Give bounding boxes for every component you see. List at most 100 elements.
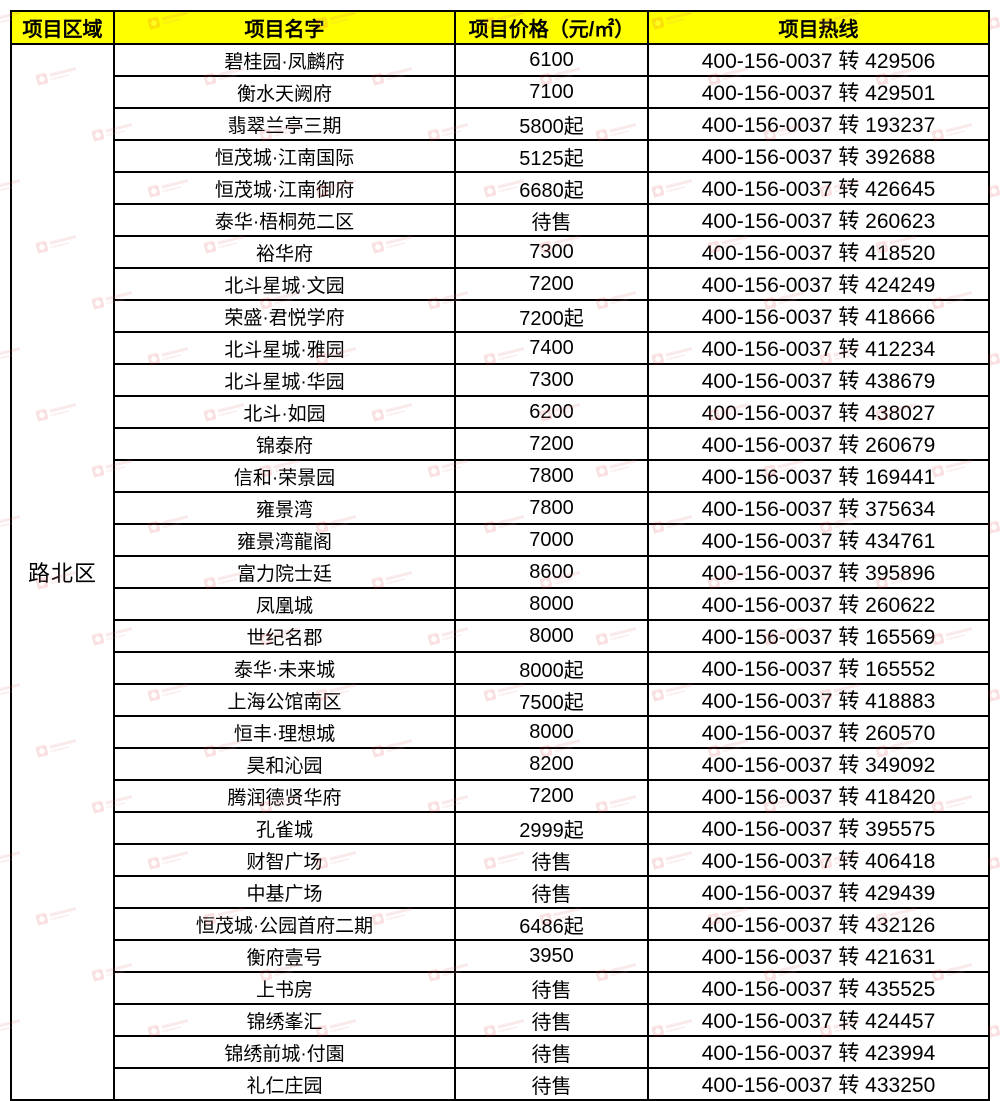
project-name-cell: 上海公馆南区 [113, 683, 456, 717]
project-price-cell: 6200 [454, 395, 649, 429]
project-hotline-cell: 400-156-0037 转 426645 [647, 171, 990, 205]
table-row: 上书房 待售 400-156-0037 转 435525 [11, 971, 990, 1005]
project-name-cell: 恒丰·理想城 [113, 715, 456, 749]
project-price-cell: 待售 [454, 971, 649, 1005]
project-name-cell: 衡水天阙府 [113, 75, 456, 109]
table-row: 礼仁庄园 待售 400-156-0037 转 433250 [11, 1067, 990, 1101]
table-row: 锦绣前城·付園 待售 400-156-0037 转 423994 [11, 1035, 990, 1069]
table-row: 雍景湾 7800 400-156-0037 转 375634 [11, 491, 990, 525]
table-row: 信和·荣景园 7800 400-156-0037 转 169441 [11, 459, 990, 493]
project-name-cell: 翡翠兰亭三期 [113, 107, 456, 141]
project-name-cell: 恒茂城·江南国际 [113, 139, 456, 173]
project-price-cell: 7800 [454, 459, 649, 493]
table-row: 路北区 碧桂园·凤麟府 6100 400-156-0037 转 429506 [10, 43, 990, 1101]
project-name-cell: 恒茂城·公园首府二期 [113, 907, 456, 941]
project-hotline-cell: 400-156-0037 转 165552 [647, 651, 990, 685]
project-price-cell: 3950 [454, 939, 649, 973]
project-hotline-cell: 400-156-0037 转 423994 [647, 1035, 990, 1069]
table-row: 泰华·梧桐苑二区 待售 400-156-0037 转 260623 [11, 203, 990, 237]
price-table-sheet: 项目区域 项目名字 项目价格（元/㎡） 项目热线 路北区 碧桂园·凤麟府 6100… [10, 10, 990, 1101]
project-name-cell: 荣盛·君悦学府 [113, 299, 456, 333]
table-row: 裕华府 7300 400-156-0037 转 418520 [11, 235, 990, 269]
project-price-cell: 7000 [454, 523, 649, 557]
project-price-cell: 待售 [454, 875, 649, 909]
table-row: 孔雀城 2999起 400-156-0037 转 395575 [11, 811, 990, 845]
project-name-cell: 北斗·如园 [113, 395, 456, 429]
project-hotline-cell: 400-156-0037 转 165569 [647, 619, 990, 653]
project-price-cell: 6680起 [454, 171, 649, 205]
project-hotline-cell: 400-156-0037 转 434761 [647, 523, 990, 557]
project-name-cell: 财智广场 [113, 843, 456, 877]
project-price-cell: 待售 [454, 203, 649, 237]
table-row: 锦绣峯汇 待售 400-156-0037 转 424457 [11, 1003, 990, 1037]
project-price-cell: 8000 [454, 715, 649, 749]
project-name-cell: 锦绣前城·付園 [113, 1035, 456, 1069]
project-price-cell: 7300 [454, 363, 649, 397]
project-name-cell: 信和·荣景园 [113, 459, 456, 493]
table-row: 锦泰府 7200 400-156-0037 转 260679 [11, 427, 990, 461]
project-name-cell: 北斗星城·文园 [113, 267, 456, 301]
project-hotline-cell: 400-156-0037 转 193237 [647, 107, 990, 141]
project-price-cell: 8200 [454, 747, 649, 781]
project-hotline-cell: 400-156-0037 转 406418 [647, 843, 990, 877]
project-price-cell: 7200 [454, 427, 649, 461]
project-hotline-cell: 400-156-0037 转 260622 [647, 587, 990, 621]
project-price-cell: 6100 [454, 43, 649, 77]
project-name-cell: 富力院士廷 [113, 555, 456, 589]
project-name-cell: 裕华府 [113, 235, 456, 269]
project-price-cell: 7300 [454, 235, 649, 269]
table-row: 北斗·如园 6200 400-156-0037 转 438027 [11, 395, 990, 429]
project-price-cell: 8000 [454, 619, 649, 653]
project-price-cell: 8600 [454, 555, 649, 589]
project-name-cell: 衡府壹号 [113, 939, 456, 973]
region-cell: 路北区 [10, 43, 115, 1101]
project-hotline-cell: 400-156-0037 转 429506 [647, 43, 990, 77]
table-row: 衡府壹号 3950 400-156-0037 转 421631 [11, 939, 990, 973]
project-price-cell: 7100 [454, 75, 649, 109]
project-name-cell: 泰华·未来城 [113, 651, 456, 685]
header-cell-hotline: 项目热线 [647, 10, 990, 45]
project-name-cell: 雍景湾龍阁 [113, 523, 456, 557]
project-hotline-cell: 400-156-0037 转 438679 [647, 363, 990, 397]
project-name-cell: 泰华·梧桐苑二区 [113, 203, 456, 237]
table-row: 恒丰·理想城 8000 400-156-0037 转 260570 [11, 715, 990, 749]
project-name-cell: 雍景湾 [113, 491, 456, 525]
table-row: 腾润德贤华府 7200 400-156-0037 转 418420 [11, 779, 990, 813]
project-price-cell: 6486起 [454, 907, 649, 941]
project-price-cell: 7200起 [454, 299, 649, 333]
table-row: 上海公馆南区 7500起 400-156-0037 转 418883 [11, 683, 990, 717]
table-row: 北斗星城·华园 7300 400-156-0037 转 438679 [11, 363, 990, 397]
project-hotline-cell: 400-156-0037 转 260570 [647, 715, 990, 749]
project-hotline-cell: 400-156-0037 转 392688 [647, 139, 990, 173]
project-hotline-cell: 400-156-0037 转 375634 [647, 491, 990, 525]
project-hotline-cell: 400-156-0037 转 424249 [647, 267, 990, 301]
table-row: 世纪名郡 8000 400-156-0037 转 165569 [11, 619, 990, 653]
project-name-cell: 中基广场 [113, 875, 456, 909]
project-name-cell: 上书房 [113, 971, 456, 1005]
header-cell-name: 项目名字 [113, 10, 456, 45]
table-row: 北斗星城·雅园 7400 400-156-0037 转 412234 [11, 331, 990, 365]
table-row: 北斗星城·文园 7200 400-156-0037 转 424249 [11, 267, 990, 301]
project-price-cell: 2999起 [454, 811, 649, 845]
project-price-cell: 7200 [454, 267, 649, 301]
project-hotline-cell: 400-156-0037 转 349092 [647, 747, 990, 781]
project-hotline-cell: 400-156-0037 转 438027 [647, 395, 990, 429]
header-row: 项目区域 项目名字 项目价格（元/㎡） 项目热线 [10, 10, 990, 45]
project-price-cell: 5800起 [454, 107, 649, 141]
project-name-cell: 腾润德贤华府 [113, 779, 456, 813]
project-hotline-cell: 400-156-0037 转 395575 [647, 811, 990, 845]
table-body: 路北区 碧桂园·凤麟府 6100 400-156-0037 转 429506 衡水… [10, 43, 990, 1101]
project-hotline-cell: 400-156-0037 转 418883 [647, 683, 990, 717]
project-hotline-cell: 400-156-0037 转 421631 [647, 939, 990, 973]
project-hotline-cell: 400-156-0037 转 395896 [647, 555, 990, 589]
project-hotline-cell: 400-156-0037 转 432126 [647, 907, 990, 941]
project-name-cell: 北斗星城·华园 [113, 363, 456, 397]
table-row: 中基广场 待售 400-156-0037 转 429439 [11, 875, 990, 909]
project-price-cell: 待售 [454, 1067, 649, 1101]
project-price-cell: 7400 [454, 331, 649, 365]
project-price-cell: 8000 [454, 587, 649, 621]
project-name-cell: 碧桂园·凤麟府 [113, 43, 456, 77]
project-name-cell: 孔雀城 [113, 811, 456, 845]
table-row: 衡水天阙府 7100 400-156-0037 转 429501 [11, 75, 990, 109]
header-cell-region: 项目区域 [10, 10, 115, 45]
